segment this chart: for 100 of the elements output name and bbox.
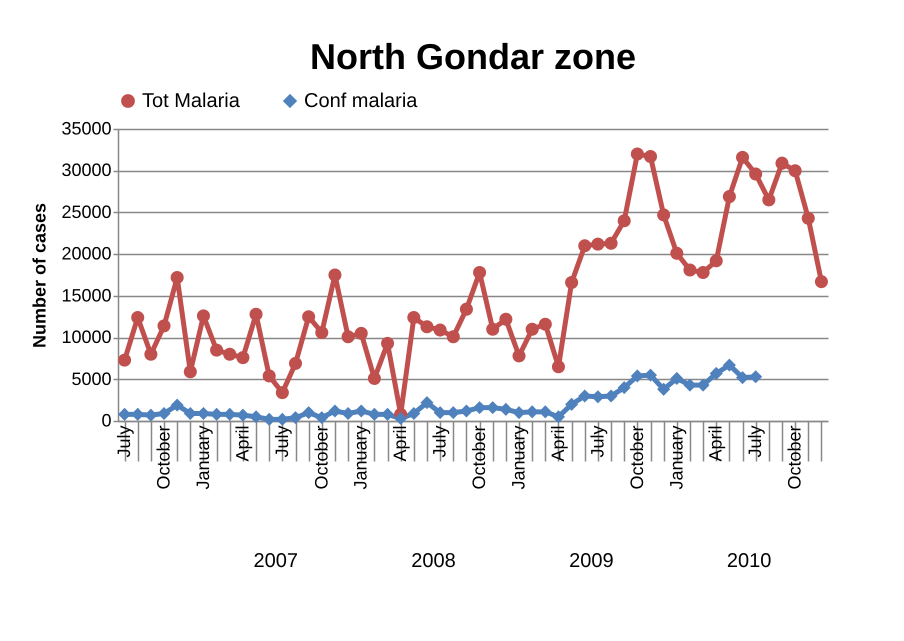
point xyxy=(368,372,381,385)
x-tick-label: April xyxy=(706,426,726,462)
x-tick-label: July xyxy=(272,426,292,458)
x-tick-label: October xyxy=(626,425,647,490)
point xyxy=(749,168,762,181)
text: 2009 xyxy=(569,550,614,572)
point xyxy=(657,208,670,222)
point xyxy=(591,238,604,251)
legend-label: Tot Malaria xyxy=(142,90,241,112)
x-tick-label: April xyxy=(390,426,410,462)
x-tick-label: April xyxy=(548,426,568,462)
point xyxy=(670,372,684,385)
point xyxy=(670,246,684,260)
point xyxy=(446,330,460,344)
point xyxy=(486,322,500,336)
x-tick-label: October xyxy=(784,425,805,490)
point xyxy=(288,356,302,370)
point xyxy=(131,311,144,324)
y-tick-label: 25000 xyxy=(61,202,112,222)
point xyxy=(144,408,158,422)
point xyxy=(657,382,670,396)
point xyxy=(604,389,618,402)
text: 2007 xyxy=(254,550,298,572)
point xyxy=(578,389,592,402)
x-tick-label: October xyxy=(311,425,332,490)
point xyxy=(552,360,565,374)
point xyxy=(158,319,171,332)
point xyxy=(499,402,512,416)
point xyxy=(460,404,473,418)
point xyxy=(420,396,434,410)
point xyxy=(118,354,132,367)
x-tick-label: January xyxy=(666,426,686,490)
y-tick-label: 0 xyxy=(101,410,112,430)
y-tick-label: 35000 xyxy=(61,118,112,138)
point xyxy=(144,348,158,361)
y-tick-label: 10000 xyxy=(61,327,112,348)
point xyxy=(644,150,658,164)
point xyxy=(223,348,236,361)
legend-label: Conf malaria xyxy=(304,90,418,112)
point xyxy=(170,270,184,284)
point xyxy=(788,164,802,178)
point xyxy=(315,326,328,340)
y-tick-label: 15000 xyxy=(61,285,112,306)
point xyxy=(538,318,552,331)
point xyxy=(710,254,723,268)
point xyxy=(328,268,342,282)
point xyxy=(250,308,263,321)
point xyxy=(749,370,762,384)
point xyxy=(802,212,815,225)
text: 2010 xyxy=(726,550,772,572)
x-tick-label: January xyxy=(350,426,371,490)
point xyxy=(381,336,394,350)
point xyxy=(210,344,224,357)
point xyxy=(434,324,447,337)
point xyxy=(460,302,473,316)
point xyxy=(354,326,368,340)
point xyxy=(315,411,328,424)
point xyxy=(407,406,420,420)
x-tick-label: October xyxy=(154,425,174,490)
point xyxy=(288,411,302,424)
point xyxy=(512,349,526,362)
point xyxy=(420,320,434,334)
point xyxy=(683,378,696,392)
point xyxy=(578,239,592,252)
point xyxy=(184,365,197,378)
point xyxy=(276,386,289,400)
x-tick-label: October xyxy=(469,425,490,490)
point xyxy=(814,275,828,288)
point xyxy=(354,404,368,418)
point xyxy=(196,309,210,322)
chart-title: North Gondar zone xyxy=(310,36,636,77)
point xyxy=(262,369,276,382)
point xyxy=(302,406,316,420)
point xyxy=(236,351,250,364)
y-tick-label: 5000 xyxy=(71,368,112,389)
point xyxy=(696,266,710,280)
point xyxy=(618,214,631,228)
point xyxy=(618,381,631,394)
point xyxy=(683,263,696,276)
text: 2008 xyxy=(411,550,456,572)
x-tick-label: January xyxy=(192,426,213,490)
point xyxy=(696,378,710,392)
y-tick-label: 20000 xyxy=(61,244,112,264)
y-axis-title: Number of cases xyxy=(29,202,50,348)
point xyxy=(630,369,644,382)
point xyxy=(565,398,578,411)
point xyxy=(552,410,565,424)
point xyxy=(775,156,788,170)
point xyxy=(368,408,381,421)
x-tick-label: July xyxy=(114,426,134,458)
point xyxy=(762,193,776,206)
point xyxy=(565,276,578,290)
point xyxy=(250,410,263,424)
x-tick-label: January xyxy=(508,426,529,490)
point xyxy=(342,330,355,344)
x-tick-label: July xyxy=(430,426,450,458)
point xyxy=(473,266,486,280)
point xyxy=(722,190,736,204)
point xyxy=(407,311,420,324)
point xyxy=(499,312,512,326)
